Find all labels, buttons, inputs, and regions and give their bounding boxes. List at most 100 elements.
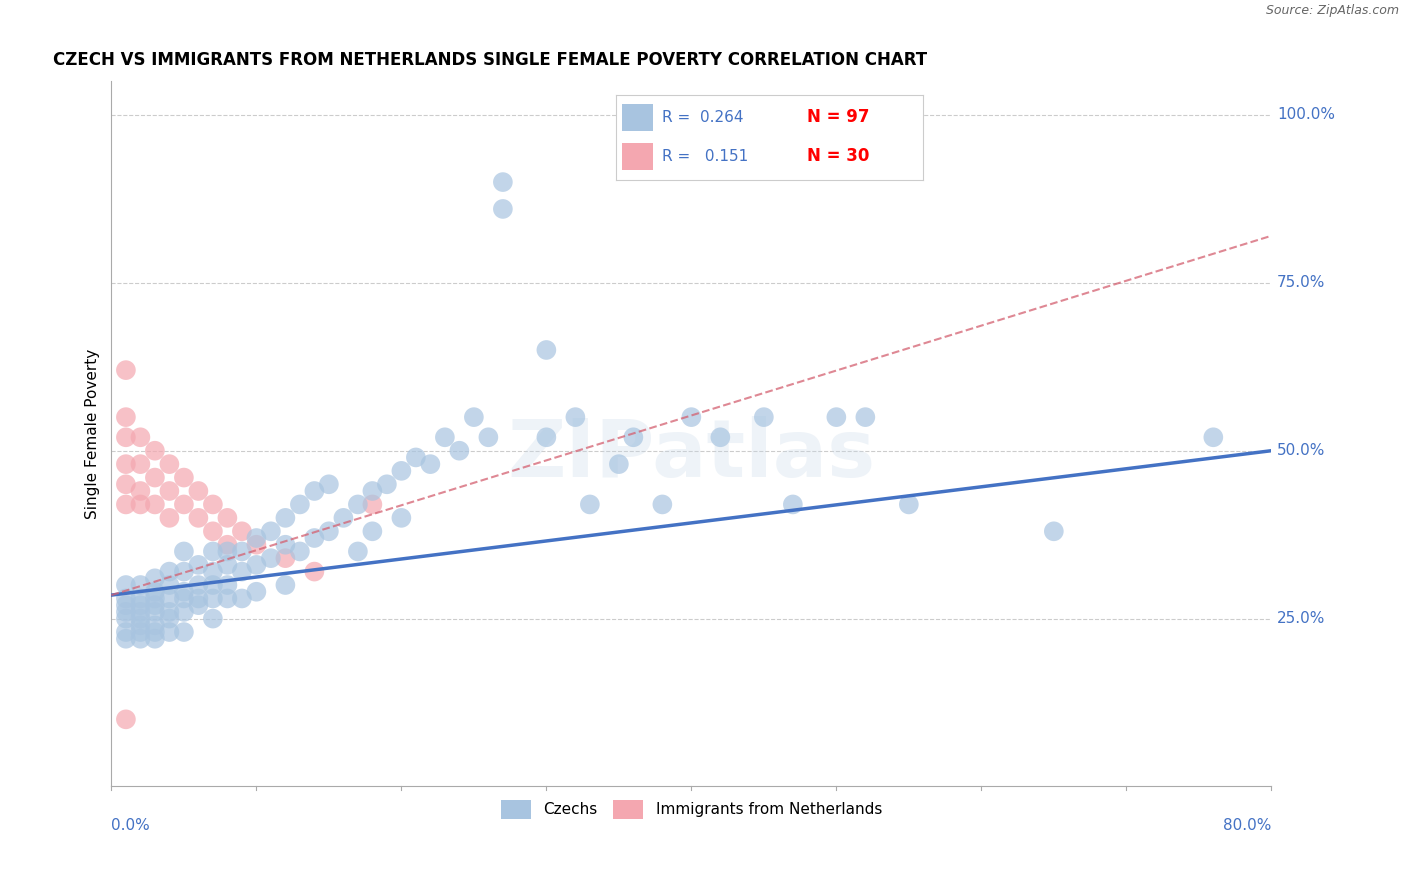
Point [375, 477, 398, 491]
Point [318, 524, 340, 539]
Point [143, 625, 166, 640]
Point [492, 175, 515, 189]
Point [143, 591, 166, 606]
Point [201, 544, 224, 558]
Point [115, 578, 138, 592]
Point [129, 618, 152, 632]
Point [288, 544, 311, 558]
Point [463, 410, 485, 425]
Point [709, 430, 731, 444]
Point [157, 511, 180, 525]
Point [115, 410, 138, 425]
Point [173, 625, 195, 640]
Point [115, 605, 138, 619]
Point [129, 611, 152, 625]
Point [217, 558, 239, 572]
Point [187, 598, 209, 612]
Point [332, 511, 354, 525]
Point [389, 511, 412, 525]
Point [143, 598, 166, 612]
Point [347, 498, 370, 512]
Point [157, 605, 180, 619]
Point [217, 578, 239, 592]
Point [245, 584, 267, 599]
Point [115, 591, 138, 606]
Point [361, 498, 384, 512]
Point [187, 511, 209, 525]
Point [115, 457, 138, 471]
Point [304, 483, 326, 498]
Point [681, 410, 703, 425]
Point [245, 558, 267, 572]
Point [347, 544, 370, 558]
Point [173, 605, 195, 619]
Point [274, 511, 297, 525]
Point [115, 712, 138, 726]
Point [115, 632, 138, 646]
Point [115, 477, 138, 491]
Point [201, 611, 224, 625]
Point [536, 430, 558, 444]
Point [579, 498, 602, 512]
Legend: Czechs, Immigrants from Netherlands: Czechs, Immigrants from Netherlands [495, 794, 889, 825]
Point [143, 498, 166, 512]
Point [129, 625, 152, 640]
Point [129, 457, 152, 471]
Point [187, 591, 209, 606]
Text: ZIPatlas: ZIPatlas [508, 416, 876, 494]
Point [115, 498, 138, 512]
Point [782, 498, 804, 512]
Text: 75.0%: 75.0% [1277, 276, 1326, 290]
Point [143, 571, 166, 585]
Point [433, 430, 456, 444]
Point [115, 363, 138, 377]
Point [115, 430, 138, 444]
Point [201, 578, 224, 592]
Point [536, 343, 558, 357]
Point [143, 605, 166, 619]
Point [288, 498, 311, 512]
Point [853, 410, 876, 425]
Point [217, 538, 239, 552]
Point [825, 410, 848, 425]
Point [201, 591, 224, 606]
Point [477, 430, 499, 444]
Text: 80.0%: 80.0% [1223, 818, 1271, 833]
Point [651, 498, 673, 512]
Point [304, 565, 326, 579]
Point [304, 531, 326, 545]
Point [143, 443, 166, 458]
Point [231, 544, 253, 558]
Point [260, 551, 283, 566]
Point [173, 544, 195, 558]
Point [129, 598, 152, 612]
Text: 50.0%: 50.0% [1277, 443, 1326, 458]
Point [201, 498, 224, 512]
Text: 100.0%: 100.0% [1277, 107, 1336, 122]
Point [201, 565, 224, 579]
Point [318, 477, 340, 491]
Point [115, 598, 138, 612]
Text: Source: ZipAtlas.com: Source: ZipAtlas.com [1265, 4, 1399, 18]
Point [129, 605, 152, 619]
Point [361, 524, 384, 539]
Point [173, 565, 195, 579]
Point [274, 578, 297, 592]
Point [492, 202, 515, 216]
Point [607, 457, 630, 471]
Point [201, 524, 224, 539]
Point [173, 591, 195, 606]
Point [245, 538, 267, 552]
Point [115, 625, 138, 640]
Point [173, 584, 195, 599]
Point [187, 578, 209, 592]
Point [231, 591, 253, 606]
Point [361, 483, 384, 498]
Point [897, 498, 920, 512]
Point [405, 450, 427, 465]
Point [143, 632, 166, 646]
Point [260, 524, 283, 539]
Point [564, 410, 586, 425]
Point [187, 558, 209, 572]
Point [752, 410, 775, 425]
